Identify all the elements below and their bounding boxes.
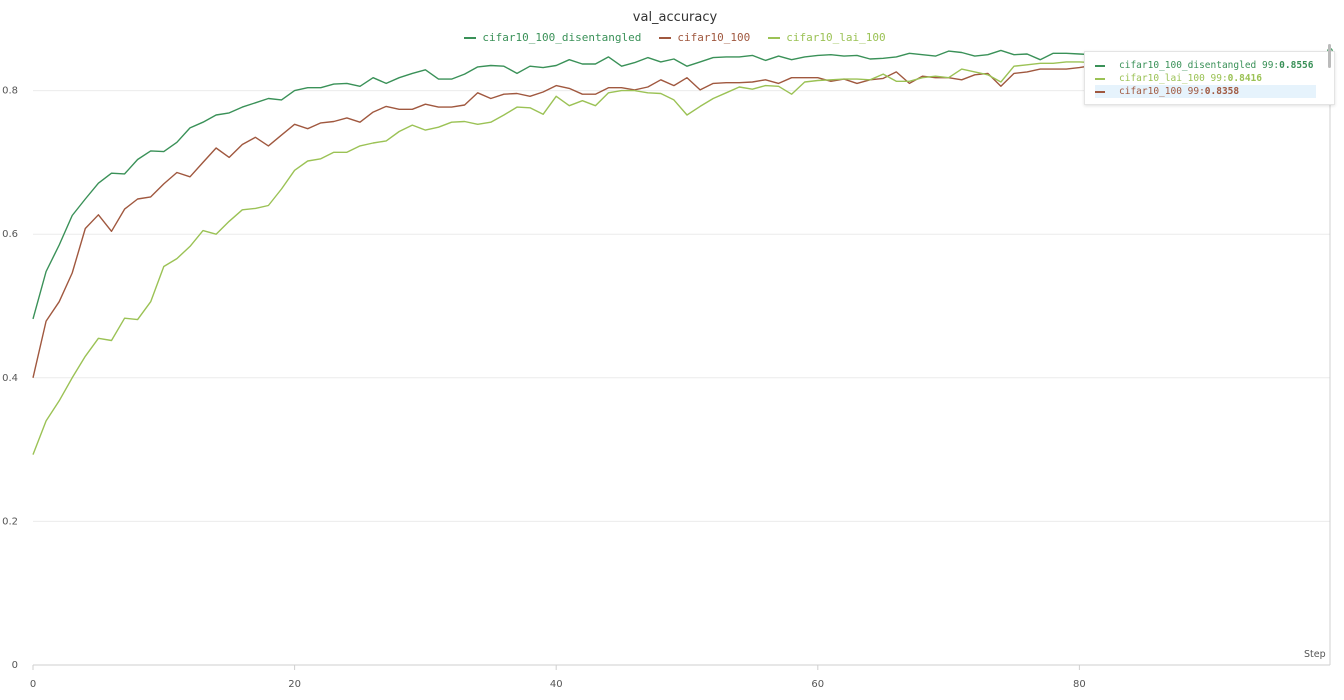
x-axis-label: Step	[1304, 649, 1326, 660]
hover-markers	[1327, 45, 1333, 665]
axes: 0 0.2 0.4 0.6 0.8 0 20 40 60 80	[2, 86, 1330, 690]
y-tick-label: 0.6	[2, 229, 18, 240]
tooltip-swatch	[1095, 90, 1105, 93]
tooltip-label: cifar10_lai_100 99:	[1119, 73, 1228, 84]
legend: cifar10_100_disentangled cifar10_100 cifar…	[0, 31, 1344, 44]
tooltip-label: cifar10_100_disentangled 99:	[1119, 60, 1280, 71]
legend-label: cifar10_100	[677, 31, 751, 44]
x-tick-label: 20	[288, 679, 301, 690]
legend-swatch	[464, 36, 477, 39]
tooltip-row: cifar10_lai_100 99: 0.8416	[1095, 72, 1316, 85]
scrollbar[interactable]	[1328, 44, 1331, 68]
x-tick-label: 0	[30, 679, 36, 690]
tooltip-label: cifar10_100 99:	[1119, 86, 1205, 97]
x-tick-label: 60	[811, 679, 824, 690]
tooltip-swatch	[1095, 64, 1105, 67]
tooltip-value: 0.8358	[1204, 86, 1240, 97]
y-tick-label: 0	[12, 660, 18, 671]
legend-swatch	[768, 36, 781, 39]
series-line-cifar10_lai_100[interactable]	[32, 61, 1093, 455]
legend-swatch	[659, 36, 672, 39]
legend-label: cifar10_lai_100	[786, 31, 886, 44]
legend-label: cifar10_100_disentangled	[482, 31, 642, 44]
legend-item-cifar10_100[interactable]: cifar10_100	[659, 31, 750, 44]
grid-lines	[33, 90, 1330, 522]
x-tick-label: 80	[1073, 679, 1086, 690]
x-tick-label: 40	[550, 679, 563, 690]
tooltip-value: 0.8556	[1279, 60, 1314, 71]
chart-title: val_accuracy	[632, 10, 718, 25]
series-line-cifar10_100[interactable]	[32, 64, 1093, 378]
y-tick-label: 0.4	[2, 373, 18, 384]
tooltip-row: cifar10_100 99: 0.8358	[1095, 85, 1316, 98]
legend-item-cifar10_100_disentangled[interactable]: cifar10_100_disentangled	[464, 31, 641, 44]
series-line-cifar10_100_disentangled[interactable]	[32, 49, 1093, 320]
legend-item-cifar10_lai_100[interactable]: cifar10_lai_100	[768, 31, 886, 44]
series-lines	[32, 49, 1093, 455]
y-tick-label: 0.8	[2, 86, 18, 97]
tooltip-row: cifar10_100_disentangled 99: 0.8556	[1095, 59, 1316, 72]
tooltip-swatch	[1095, 77, 1105, 80]
tooltip-value: 0.8416	[1227, 73, 1262, 84]
hover-tooltip: cifar10_100_disentangled 99: 0.8556 cifar…	[1084, 51, 1335, 105]
y-tick-label: 0.2	[2, 516, 18, 527]
